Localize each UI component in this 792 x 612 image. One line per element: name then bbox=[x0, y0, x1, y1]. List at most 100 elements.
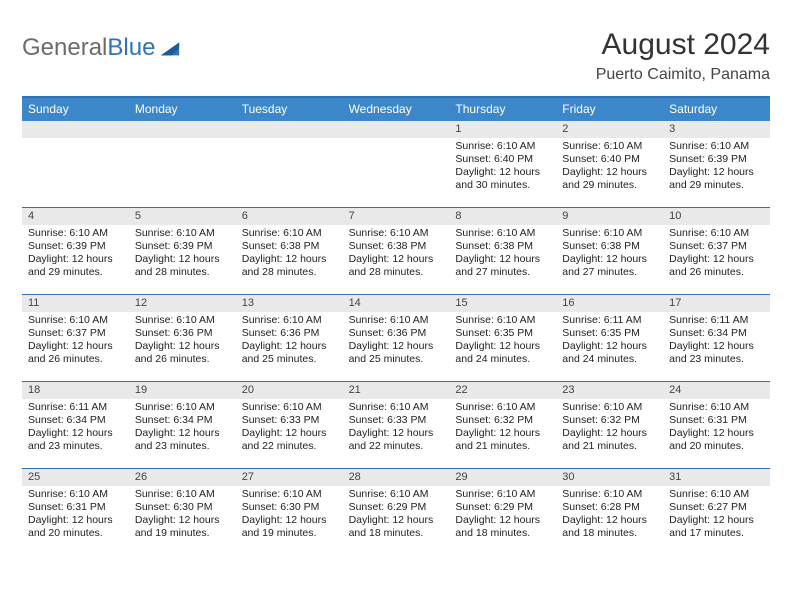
day-number: 29 bbox=[449, 469, 556, 486]
day-header: Wednesday bbox=[343, 98, 450, 121]
sunset-text: Sunset: 6:38 PM bbox=[242, 240, 337, 253]
day-number: 31 bbox=[663, 469, 770, 486]
daylight-text: Daylight: 12 hours and 29 minutes. bbox=[562, 166, 657, 192]
sunrise-text: Sunrise: 6:10 AM bbox=[349, 227, 444, 240]
calendar-cell: 3Sunrise: 6:10 AMSunset: 6:39 PMDaylight… bbox=[663, 121, 770, 207]
day-number bbox=[22, 121, 129, 138]
sunset-text: Sunset: 6:32 PM bbox=[562, 414, 657, 427]
day-details: Sunrise: 6:10 AMSunset: 6:38 PMDaylight:… bbox=[343, 225, 450, 284]
sunrise-text: Sunrise: 6:11 AM bbox=[562, 314, 657, 327]
daylight-text: Daylight: 12 hours and 25 minutes. bbox=[242, 340, 337, 366]
sunset-text: Sunset: 6:36 PM bbox=[349, 327, 444, 340]
daylight-text: Daylight: 12 hours and 25 minutes. bbox=[349, 340, 444, 366]
sunset-text: Sunset: 6:38 PM bbox=[562, 240, 657, 253]
day-number: 18 bbox=[22, 382, 129, 399]
sunrise-text: Sunrise: 6:10 AM bbox=[242, 488, 337, 501]
calendar: Sunday Monday Tuesday Wednesday Thursday… bbox=[22, 96, 770, 555]
day-details: Sunrise: 6:10 AMSunset: 6:39 PMDaylight:… bbox=[663, 138, 770, 197]
daylight-text: Daylight: 12 hours and 24 minutes. bbox=[455, 340, 550, 366]
sunset-text: Sunset: 6:38 PM bbox=[455, 240, 550, 253]
daylight-text: Daylight: 12 hours and 28 minutes. bbox=[349, 253, 444, 279]
sunset-text: Sunset: 6:39 PM bbox=[28, 240, 123, 253]
daylight-text: Daylight: 12 hours and 23 minutes. bbox=[669, 340, 764, 366]
calendar-cell bbox=[22, 121, 129, 207]
day-number: 5 bbox=[129, 208, 236, 225]
day-details: Sunrise: 6:10 AMSunset: 6:39 PMDaylight:… bbox=[129, 225, 236, 284]
calendar-cell: 28Sunrise: 6:10 AMSunset: 6:29 PMDayligh… bbox=[343, 469, 450, 555]
day-details: Sunrise: 6:10 AMSunset: 6:37 PMDaylight:… bbox=[22, 312, 129, 371]
day-details: Sunrise: 6:10 AMSunset: 6:31 PMDaylight:… bbox=[22, 486, 129, 545]
calendar-cell: 5Sunrise: 6:10 AMSunset: 6:39 PMDaylight… bbox=[129, 208, 236, 294]
day-details: Sunrise: 6:10 AMSunset: 6:30 PMDaylight:… bbox=[236, 486, 343, 545]
daylight-text: Daylight: 12 hours and 26 minutes. bbox=[28, 340, 123, 366]
day-details: Sunrise: 6:10 AMSunset: 6:32 PMDaylight:… bbox=[449, 399, 556, 458]
sunset-text: Sunset: 6:28 PM bbox=[562, 501, 657, 514]
sunrise-text: Sunrise: 6:10 AM bbox=[669, 227, 764, 240]
calendar-cell: 10Sunrise: 6:10 AMSunset: 6:37 PMDayligh… bbox=[663, 208, 770, 294]
sunset-text: Sunset: 6:37 PM bbox=[28, 327, 123, 340]
sunrise-text: Sunrise: 6:10 AM bbox=[242, 314, 337, 327]
sunset-text: Sunset: 6:40 PM bbox=[455, 153, 550, 166]
sunrise-text: Sunrise: 6:10 AM bbox=[562, 488, 657, 501]
day-details: Sunrise: 6:10 AMSunset: 6:39 PMDaylight:… bbox=[22, 225, 129, 284]
week-row: 11Sunrise: 6:10 AMSunset: 6:37 PMDayligh… bbox=[22, 295, 770, 382]
calendar-cell: 6Sunrise: 6:10 AMSunset: 6:38 PMDaylight… bbox=[236, 208, 343, 294]
day-details: Sunrise: 6:10 AMSunset: 6:31 PMDaylight:… bbox=[663, 399, 770, 458]
day-number: 13 bbox=[236, 295, 343, 312]
daylight-text: Daylight: 12 hours and 22 minutes. bbox=[242, 427, 337, 453]
sunrise-text: Sunrise: 6:10 AM bbox=[455, 314, 550, 327]
week-row: 25Sunrise: 6:10 AMSunset: 6:31 PMDayligh… bbox=[22, 469, 770, 555]
daylight-text: Daylight: 12 hours and 21 minutes. bbox=[562, 427, 657, 453]
sunset-text: Sunset: 6:36 PM bbox=[242, 327, 337, 340]
day-details: Sunrise: 6:11 AMSunset: 6:34 PMDaylight:… bbox=[663, 312, 770, 371]
day-number: 26 bbox=[129, 469, 236, 486]
day-number: 19 bbox=[129, 382, 236, 399]
sunset-text: Sunset: 6:33 PM bbox=[242, 414, 337, 427]
sunset-text: Sunset: 6:31 PM bbox=[28, 501, 123, 514]
calendar-cell: 4Sunrise: 6:10 AMSunset: 6:39 PMDaylight… bbox=[22, 208, 129, 294]
sunset-text: Sunset: 6:30 PM bbox=[242, 501, 337, 514]
day-number bbox=[343, 121, 450, 138]
day-details: Sunrise: 6:10 AMSunset: 6:35 PMDaylight:… bbox=[449, 312, 556, 371]
title-block: August 2024 Puerto Caimito, Panama bbox=[596, 28, 770, 84]
calendar-cell: 15Sunrise: 6:10 AMSunset: 6:35 PMDayligh… bbox=[449, 295, 556, 381]
week-row: 4Sunrise: 6:10 AMSunset: 6:39 PMDaylight… bbox=[22, 208, 770, 295]
sunrise-text: Sunrise: 6:10 AM bbox=[669, 140, 764, 153]
calendar-cell: 23Sunrise: 6:10 AMSunset: 6:32 PMDayligh… bbox=[556, 382, 663, 468]
sunset-text: Sunset: 6:35 PM bbox=[562, 327, 657, 340]
calendar-cell: 22Sunrise: 6:10 AMSunset: 6:32 PMDayligh… bbox=[449, 382, 556, 468]
week-row: 18Sunrise: 6:11 AMSunset: 6:34 PMDayligh… bbox=[22, 382, 770, 469]
day-number: 6 bbox=[236, 208, 343, 225]
calendar-cell: 14Sunrise: 6:10 AMSunset: 6:36 PMDayligh… bbox=[343, 295, 450, 381]
logo-part1: General bbox=[22, 34, 107, 61]
sunrise-text: Sunrise: 6:10 AM bbox=[669, 401, 764, 414]
sunset-text: Sunset: 6:39 PM bbox=[135, 240, 230, 253]
sunset-text: Sunset: 6:34 PM bbox=[135, 414, 230, 427]
sunrise-text: Sunrise: 6:10 AM bbox=[135, 488, 230, 501]
day-details: Sunrise: 6:10 AMSunset: 6:40 PMDaylight:… bbox=[556, 138, 663, 197]
calendar-cell: 8Sunrise: 6:10 AMSunset: 6:38 PMDaylight… bbox=[449, 208, 556, 294]
calendar-cell: 19Sunrise: 6:10 AMSunset: 6:34 PMDayligh… bbox=[129, 382, 236, 468]
sunrise-text: Sunrise: 6:10 AM bbox=[455, 488, 550, 501]
day-number: 20 bbox=[236, 382, 343, 399]
sunset-text: Sunset: 6:32 PM bbox=[455, 414, 550, 427]
day-details bbox=[129, 138, 236, 144]
day-number: 22 bbox=[449, 382, 556, 399]
sunset-text: Sunset: 6:37 PM bbox=[669, 240, 764, 253]
logo-part2: Blue bbox=[107, 34, 155, 61]
sunrise-text: Sunrise: 6:10 AM bbox=[28, 227, 123, 240]
calendar-cell: 26Sunrise: 6:10 AMSunset: 6:30 PMDayligh… bbox=[129, 469, 236, 555]
calendar-cell: 20Sunrise: 6:10 AMSunset: 6:33 PMDayligh… bbox=[236, 382, 343, 468]
day-header: Monday bbox=[129, 98, 236, 121]
day-details: Sunrise: 6:10 AMSunset: 6:27 PMDaylight:… bbox=[663, 486, 770, 545]
sunrise-text: Sunrise: 6:10 AM bbox=[349, 314, 444, 327]
daylight-text: Daylight: 12 hours and 23 minutes. bbox=[28, 427, 123, 453]
daylight-text: Daylight: 12 hours and 19 minutes. bbox=[135, 514, 230, 540]
day-details: Sunrise: 6:10 AMSunset: 6:38 PMDaylight:… bbox=[556, 225, 663, 284]
day-details: Sunrise: 6:10 AMSunset: 6:36 PMDaylight:… bbox=[129, 312, 236, 371]
day-number: 23 bbox=[556, 382, 663, 399]
day-details: Sunrise: 6:11 AMSunset: 6:35 PMDaylight:… bbox=[556, 312, 663, 371]
logo: GeneralBlue bbox=[22, 28, 181, 62]
day-number: 24 bbox=[663, 382, 770, 399]
sunrise-text: Sunrise: 6:10 AM bbox=[455, 401, 550, 414]
